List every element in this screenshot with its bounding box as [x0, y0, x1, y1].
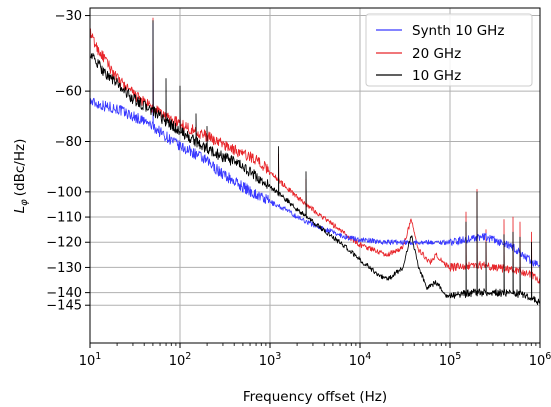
y-tick-label: −60 — [55, 85, 82, 100]
x-tick-exponent: 1 — [95, 351, 101, 362]
x-tick-base: 10 — [529, 354, 546, 369]
legend-label-10ghz: 10 GHz — [412, 68, 461, 84]
y-tick-label: −80 — [55, 135, 82, 150]
x-tick-label: 104 — [349, 351, 372, 369]
x-tick-label: 103 — [259, 351, 282, 369]
x-tick-label: 106 — [529, 351, 551, 369]
legend-label-synth-10ghz: Synth 10 GHz — [412, 23, 504, 39]
x-tick-label: 105 — [439, 351, 462, 369]
y-axis-label-symbol: L — [12, 206, 28, 214]
x-axis-ticks: 101 102 103 104 105 106 — [79, 343, 551, 369]
y-tick-label: −30 — [55, 9, 82, 24]
x-tick-exponent: 5 — [455, 351, 461, 362]
y-axis-ticks: −30 −60 −80 −100 −110 −120 −130 −140−145 — [46, 9, 90, 314]
x-tick-label: 102 — [169, 351, 192, 369]
x-tick-label: 101 — [79, 351, 102, 369]
x-tick-exponent: 4 — [365, 351, 371, 362]
plot-frame — [89, 7, 541, 344]
y-tick-label: −130 — [46, 261, 82, 276]
x-tick-exponent: 3 — [275, 351, 281, 362]
y-tick-label: −120 — [46, 236, 82, 251]
y-tick-label: −145 — [46, 299, 82, 314]
x-tick-base: 10 — [259, 354, 276, 369]
y-tick-label: −140 — [46, 286, 82, 301]
y-axis-label: Lφ (dBc/Hz) — [12, 139, 30, 214]
y-axis-label-unit: (dBc/Hz) — [12, 139, 28, 197]
legend-label-20ghz: 20 GHz — [412, 46, 461, 62]
y-tick-label: −110 — [46, 211, 82, 226]
x-tick-exponent: 2 — [185, 351, 191, 362]
x-tick-base: 10 — [349, 354, 366, 369]
x-tick-base: 10 — [79, 354, 96, 369]
10-ghz-line — [90, 20, 540, 306]
x-tick-exponent: 6 — [545, 351, 551, 362]
legend: Synth 10 GHz 20 GHz 10 GHz — [365, 13, 533, 87]
x-tick-base: 10 — [169, 354, 186, 369]
legend-box — [365, 13, 533, 87]
x-axis-label: Frequency offset (Hz) — [243, 389, 387, 405]
series-group — [90, 17, 540, 306]
y-axis-label-subscript: φ — [19, 199, 30, 206]
x-tick-base: 10 — [439, 354, 456, 369]
y-tick-label: −100 — [46, 185, 82, 200]
